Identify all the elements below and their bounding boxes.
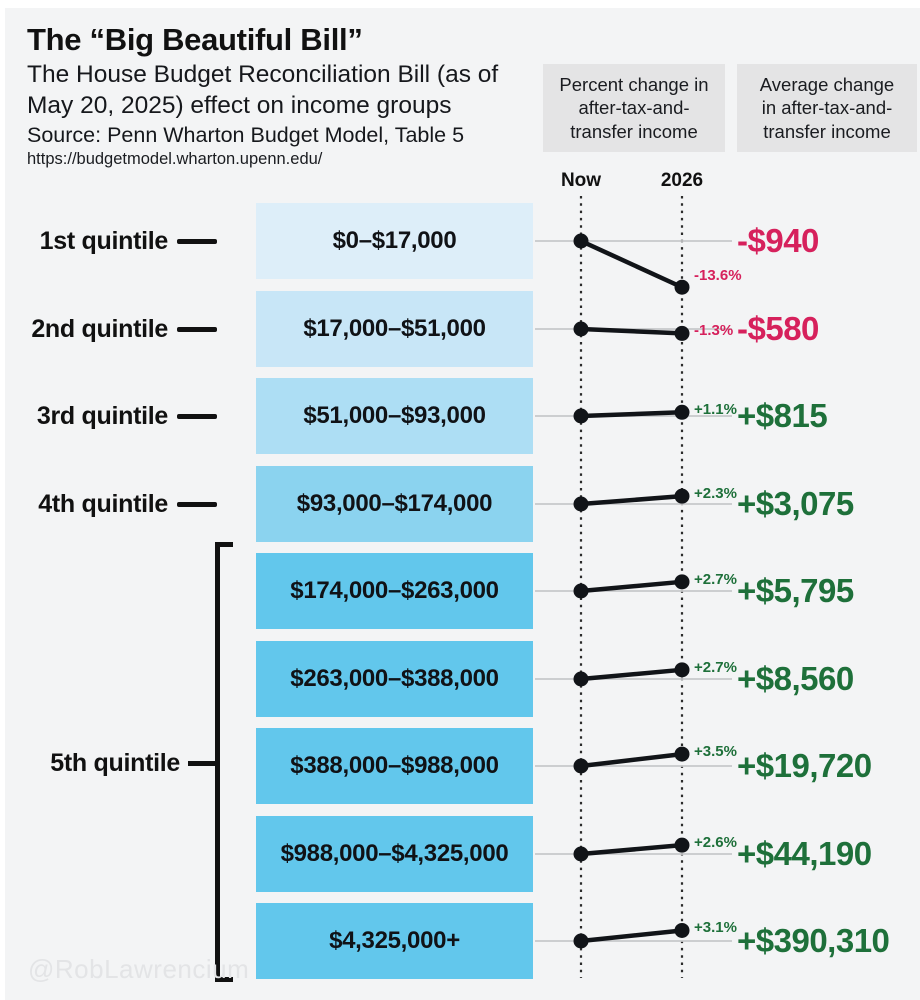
avg-change-value: +$19,720 (737, 747, 872, 784)
pct-change-label: +3.5% (694, 743, 737, 761)
slope-line (578, 238, 685, 290)
pct-change-label: +2.3% (694, 485, 737, 503)
future-dot (674, 404, 690, 420)
now-dot (573, 671, 589, 687)
pct-change-label: +3.1% (694, 919, 737, 937)
slope-line (578, 928, 685, 944)
quintile-label: 2nd quintile (31, 315, 168, 343)
future-dot (674, 922, 690, 938)
slope-line (578, 842, 685, 857)
quintile-dash (177, 239, 217, 244)
income-range-box: $17,000–$51,000 (256, 291, 533, 367)
now-dot (573, 583, 589, 599)
income-range-box: $388,000–$988,000 (256, 728, 533, 804)
slope-line (578, 326, 685, 336)
pct-change-label: +2.7% (694, 658, 737, 676)
fifth-quintile-dash (188, 761, 215, 766)
quintile-dash (177, 327, 217, 332)
future-dot (674, 662, 690, 678)
now-dot (573, 233, 589, 249)
avg-change-value: -$580 (737, 310, 819, 347)
avg-change-value: +$3,075 (737, 485, 854, 522)
slope-line (578, 410, 685, 419)
avg-change-value: +$815 (737, 397, 828, 434)
quintile-dash (177, 414, 217, 419)
pct-change-label: -1.3% (694, 322, 734, 340)
avg-change-value: +$8,560 (737, 660, 854, 697)
column-header-average-change: Average change in after-tax-and- transfe… (737, 64, 917, 152)
slope-line (578, 667, 685, 682)
fifth-quintile-label: 5th quintile (50, 749, 180, 777)
pct-change-label: +2.6% (694, 834, 737, 852)
future-dot (674, 279, 690, 295)
now-dot (573, 846, 589, 862)
axis-label-2026: 2026 (660, 170, 704, 191)
future-dot (674, 488, 690, 504)
now-dot (573, 408, 589, 424)
income-range-box: $0–$17,000 (256, 203, 533, 279)
left-edge-strip (0, 0, 5, 1000)
future-dot (674, 837, 690, 853)
future-dot (674, 746, 690, 762)
slope-line (578, 751, 685, 769)
fifth-quintile-bracket-top-stub (215, 542, 233, 547)
now-dot (573, 496, 589, 512)
quintile-label: 1st quintile (39, 227, 169, 255)
avg-change-value: +$390,310 (737, 922, 890, 959)
axis-label-now: Now (560, 170, 602, 191)
income-range-box: $263,000–$388,000 (256, 641, 533, 717)
fifth-quintile-bracket-bottom-stub (215, 977, 233, 982)
income-range-box: $174,000–$263,000 (256, 553, 533, 629)
page-title: The “Big Beautiful Bill” (27, 22, 363, 57)
watermark: @RobLawrencium (28, 954, 250, 984)
top-edge-strip (0, 0, 920, 8)
avg-change-value: +$5,795 (737, 572, 854, 609)
avg-change-value: +$44,190 (737, 835, 872, 872)
income-range-box: $988,000–$4,325,000 (256, 816, 533, 892)
now-dot (573, 933, 589, 949)
column-header-percent-change: Percent change in after-tax-and- transfe… (543, 64, 725, 152)
quintile-label: 4th quintile (38, 490, 168, 518)
now-dot (573, 321, 589, 337)
income-range-box: $51,000–$93,000 (256, 378, 533, 454)
subtitle: The House Budget Reconciliation Bill (as… (27, 61, 499, 119)
slope-line (578, 579, 685, 594)
source-line: Source: Penn Wharton Budget Model, Table… (27, 123, 465, 147)
pct-change-label: -13.6% (694, 267, 742, 285)
slope-line (578, 493, 685, 507)
income-range-box: $4,325,000+ (256, 903, 533, 979)
quintile-dash (177, 502, 217, 507)
quintile-label: 3rd quintile (36, 402, 168, 430)
avg-change-value: -$940 (737, 222, 819, 259)
pct-change-label: +2.7% (694, 570, 737, 588)
future-dot (674, 574, 690, 590)
income-range-box: $93,000–$174,000 (256, 466, 533, 542)
now-dot (573, 758, 589, 774)
fifth-quintile-bracket-line (215, 542, 220, 982)
pct-change-label: +1.1% (694, 401, 737, 419)
source-url: https://budgetmodel.wharton.upenn.edu/ (27, 150, 323, 168)
future-dot (674, 325, 690, 341)
